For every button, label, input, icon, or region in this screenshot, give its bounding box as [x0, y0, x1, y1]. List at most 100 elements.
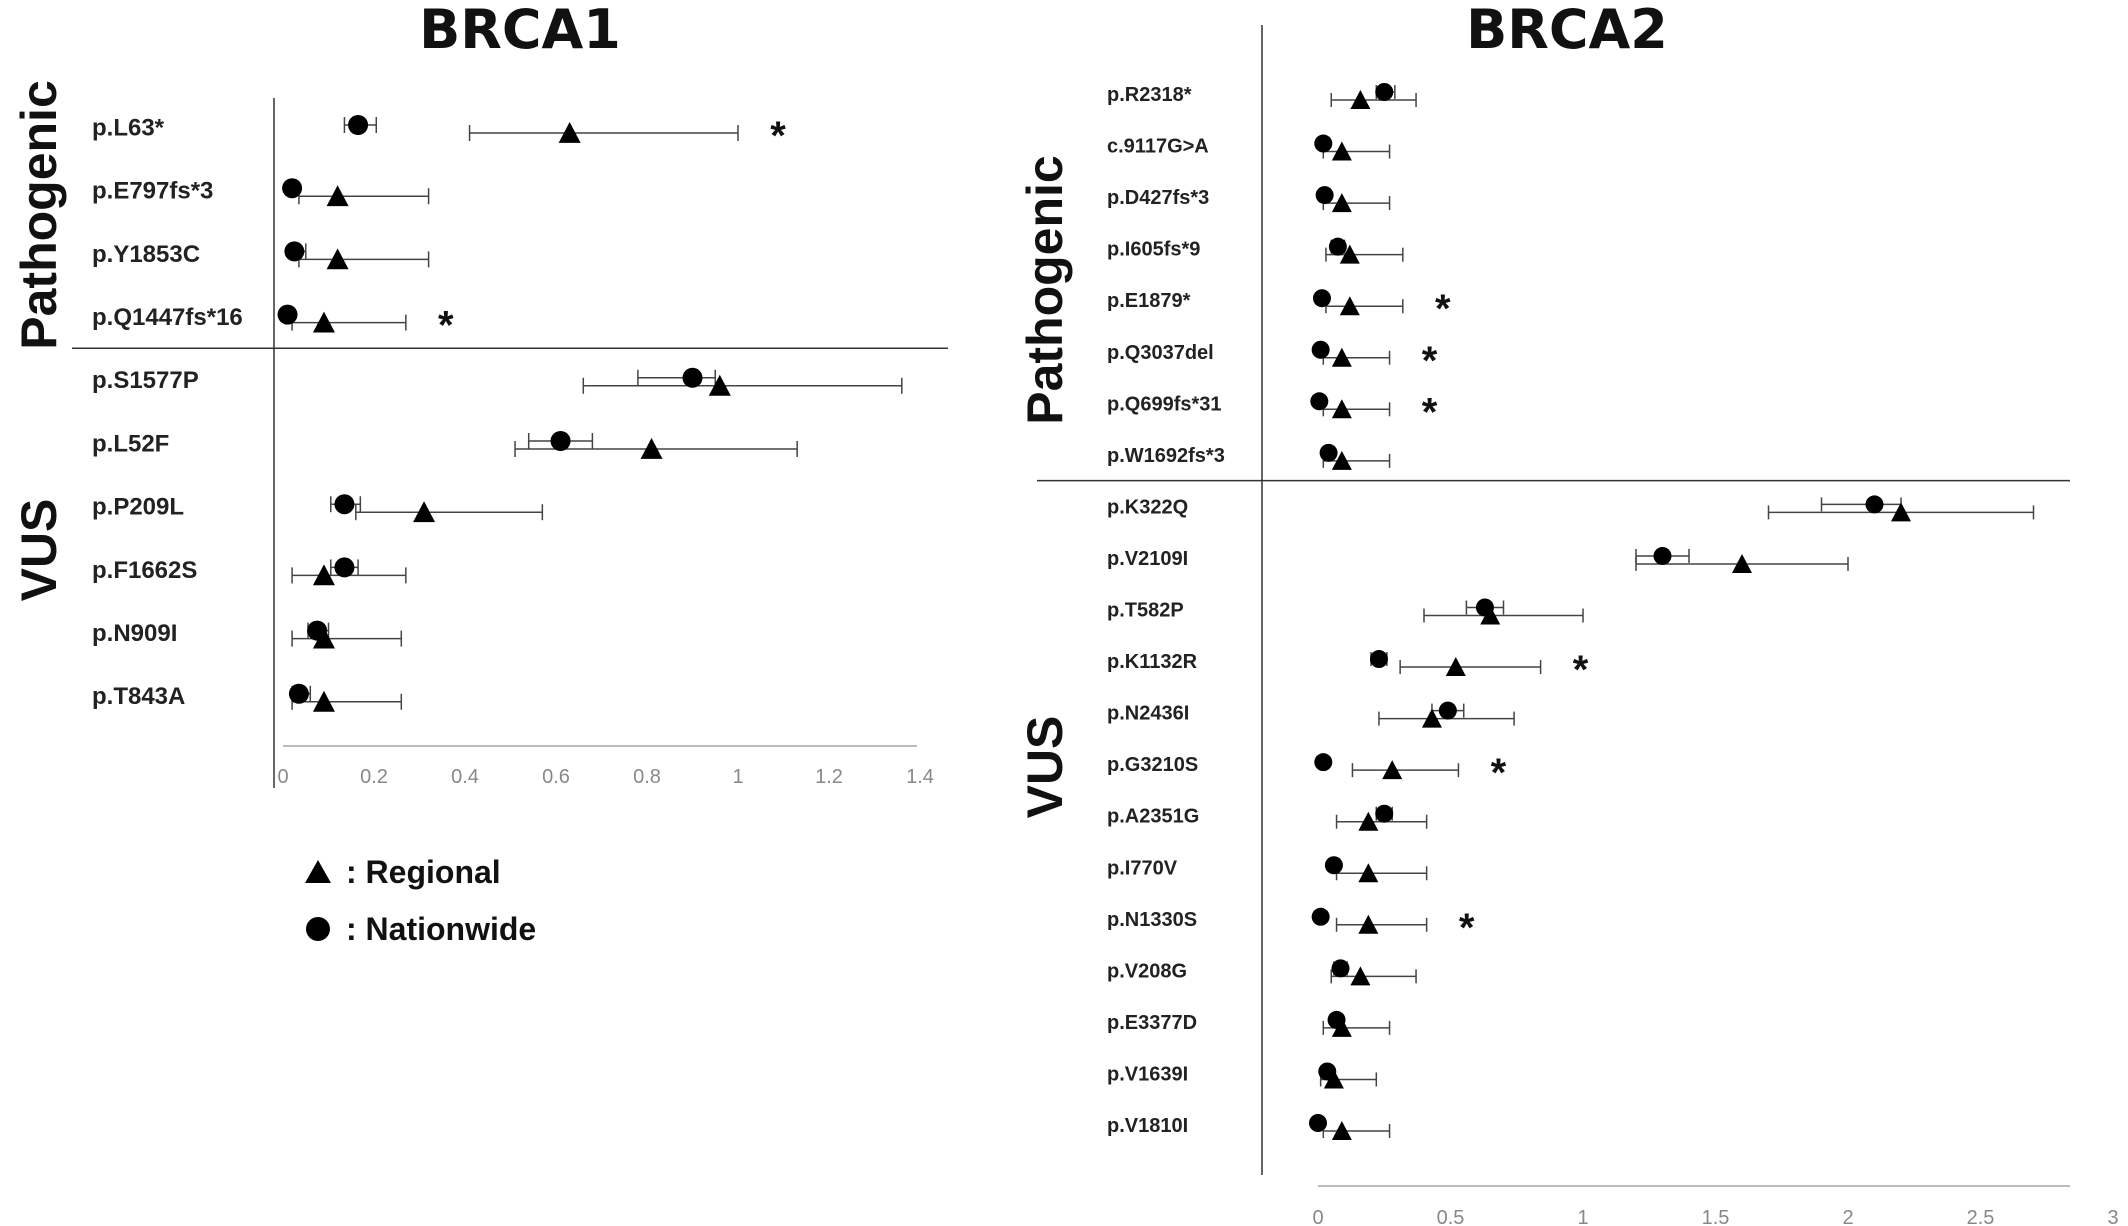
regional-point-triangle	[1445, 657, 1466, 677]
regional-point-triangle	[1350, 966, 1371, 986]
significance-asterisk: *	[438, 304, 454, 348]
data-row: p.V1639I	[1107, 1062, 1378, 1089]
variant-label: p.N909I	[92, 620, 177, 647]
nationwide-point-circle	[682, 367, 703, 388]
legend-nationwide-circle-icon	[306, 917, 330, 941]
regional-point-triangle	[312, 564, 335, 586]
regional-point-triangle	[326, 248, 349, 270]
data-row: p.I770V	[1107, 856, 1428, 883]
variant-label: p.E797fs*3	[92, 178, 213, 205]
data-row: p.L63* *	[92, 114, 786, 158]
regional-point-triangle	[326, 185, 349, 207]
nationwide-point-circle	[1310, 392, 1329, 411]
brca1-panel: BRCA1 Pathogenic VUS 0 0.2 0.4 0.6 0.8 1 1.2 1.4 p.…	[11, 0, 948, 788]
variant-label: p.K1132R	[1107, 651, 1198, 673]
chart-title: BRCA1	[419, 0, 621, 61]
variant-label: p.V1810I	[1107, 1115, 1188, 1137]
nationwide-point-circle	[1324, 856, 1343, 875]
significance-asterisk: *	[770, 114, 786, 158]
regional-point-triangle	[1382, 760, 1403, 780]
data-row: p.E1879* *	[1107, 287, 1451, 331]
variant-label: p.W1692fs*3	[1107, 445, 1225, 467]
regional-point-triangle	[1331, 193, 1352, 213]
data-row: p.T843A	[92, 683, 403, 712]
nationwide-point-circle	[1318, 1062, 1337, 1081]
nationwide-point-circle	[1327, 1010, 1346, 1029]
x-tick-label: 0.4	[451, 766, 479, 788]
nationwide-point-circle	[1315, 186, 1334, 205]
data-row: p.Q3037del *	[1107, 339, 1438, 383]
nationwide-point-circle	[1311, 340, 1330, 359]
x-tick-label: 0	[277, 766, 288, 788]
variant-label: p.E3377D	[1107, 1012, 1197, 1034]
regional-point-triangle	[1358, 914, 1379, 934]
variant-label: p.L63*	[92, 114, 165, 141]
data-row: p.V208G	[1107, 959, 1417, 986]
x-tick-label: 2	[1842, 1207, 1853, 1226]
data-row: p.S1577P	[92, 367, 903, 396]
nationwide-point-circle	[307, 620, 328, 641]
variant-label: p.A2351G	[1107, 806, 1199, 828]
x-tick-label: 1.4	[906, 766, 934, 788]
significance-asterisk: *	[1435, 287, 1451, 331]
variant-label: p.V208G	[1107, 960, 1187, 982]
regional-point-triangle	[1331, 1017, 1352, 1037]
variant-label: p.K322Q	[1107, 496, 1188, 518]
regional-point-triangle	[1331, 347, 1352, 367]
significance-asterisk: *	[1422, 390, 1438, 434]
x-tick-label: 1	[1577, 1207, 1588, 1226]
data-row: p.N2436I	[1107, 701, 1515, 728]
nationwide-point-circle	[334, 494, 355, 515]
data-row: p.L52F	[92, 430, 798, 459]
group-label-vus: VUS	[1017, 716, 1073, 819]
regional-point-triangle	[708, 374, 731, 396]
nationwide-point-circle	[1311, 907, 1330, 926]
variant-label: p.V2109I	[1107, 548, 1188, 570]
group-label-pathogenic: Pathogenic	[11, 80, 67, 349]
data-row: p.D427fs*3	[1107, 186, 1391, 213]
legend-nationwide-label: : Nationwide	[346, 911, 536, 947]
variant-label: p.N1330S	[1107, 909, 1197, 931]
data-row: p.V1810I	[1107, 1114, 1391, 1140]
data-row: p.Y1853C	[92, 241, 430, 270]
x-tick-label: 0	[1312, 1207, 1323, 1226]
data-row: p.K322Q	[1107, 495, 2035, 522]
data-row: p.I605fs*9	[1107, 237, 1404, 264]
variant-label: p.Q3037del	[1107, 342, 1214, 364]
variant-label: p.I605fs*9	[1107, 239, 1200, 261]
regional-point-triangle	[1350, 90, 1371, 109]
variant-label: p.F1662S	[92, 557, 197, 584]
data-row: p.P209L	[92, 494, 544, 523]
regional-point-triangle	[1339, 244, 1360, 264]
x-tick-label: 0.6	[542, 766, 570, 788]
regional-point-triangle	[1331, 1121, 1352, 1140]
data-row: p.A2351G	[1107, 804, 1428, 831]
variant-label: p.R2318*	[1107, 84, 1192, 106]
data-row: p.N909I	[92, 620, 403, 649]
regional-point-triangle	[1732, 553, 1752, 573]
regional-point-triangle	[640, 438, 663, 459]
regional-point-triangle	[1339, 296, 1360, 316]
data-row: p.R2318*	[1107, 83, 1417, 109]
variant-label: p.E1879*	[1107, 290, 1191, 312]
nationwide-point-circle	[1375, 804, 1394, 823]
variant-label: p.N2436I	[1107, 703, 1189, 725]
regional-point-triangle	[558, 122, 581, 143]
variant-label: p.Y1853C	[92, 241, 200, 268]
regional-point-triangle	[1358, 811, 1379, 831]
nationwide-point-circle	[334, 557, 355, 578]
significance-asterisk: *	[1422, 339, 1438, 383]
nationwide-point-circle	[284, 241, 305, 262]
variant-label: p.T843A	[92, 683, 185, 710]
nationwide-point-circle	[1865, 495, 1884, 514]
nationwide-point-circle	[1438, 701, 1457, 720]
variant-label: p.P209L	[92, 494, 184, 521]
regional-point-triangle	[1421, 708, 1442, 728]
regional-point-triangle	[1331, 450, 1352, 470]
variant-label: p.S1577P	[92, 367, 199, 394]
data-row: p.Q699fs*31 *	[1107, 390, 1438, 434]
data-row: p.K1132R *	[1107, 648, 1589, 692]
group-label-pathogenic: Pathogenic	[1017, 155, 1073, 424]
regional-point-triangle	[312, 690, 335, 712]
